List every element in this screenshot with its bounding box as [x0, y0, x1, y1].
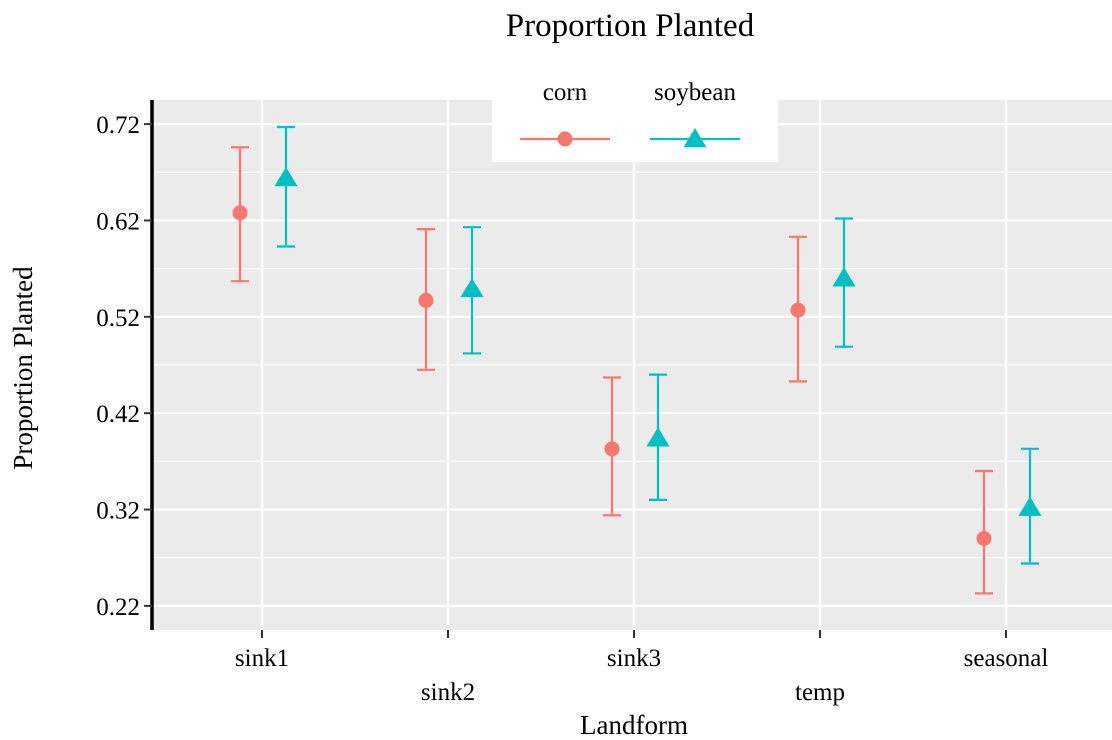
x-axis-title: Landform: [580, 710, 688, 740]
series-layer: [231, 125, 1042, 595]
point-corn: [604, 441, 620, 457]
legend-key-corn: [557, 131, 573, 147]
x-tick-label: sink1: [235, 645, 289, 672]
y-tick-label: 0.22: [96, 594, 140, 621]
legend-key-soybean: [683, 128, 707, 148]
x-tick-label: seasonal: [964, 645, 1049, 672]
x-axis: sink1 sink2 sink3 temp seasonal: [235, 630, 1048, 706]
point-corn: [232, 205, 248, 221]
point-corn: [418, 292, 434, 308]
point-soybean: [832, 267, 856, 287]
x-tick-label: sink3: [607, 645, 661, 672]
y-tick-label: 0.62: [96, 208, 140, 235]
legend-label-corn: corn: [543, 79, 588, 106]
legend-label-soybean: soybean: [654, 79, 736, 106]
point-corn: [976, 530, 992, 546]
y-tick-label: 0.52: [96, 305, 140, 332]
legend: corn soybean: [492, 70, 778, 162]
y-tick-label: 0.72: [96, 112, 140, 139]
chart-title: Proportion Planted: [506, 8, 755, 44]
legend-background: [492, 70, 778, 162]
y-axis: 0.22 0.32 0.42 0.52 0.62 0.72: [96, 112, 152, 621]
point-corn: [790, 302, 806, 318]
y-tick-label: 0.42: [96, 401, 140, 428]
point-soybean: [274, 167, 298, 187]
y-tick-label: 0.32: [96, 498, 140, 525]
point-soybean: [646, 427, 670, 447]
y-axis-title: Proportion Planted: [8, 266, 38, 470]
x-tick-label: temp: [795, 679, 845, 706]
point-soybean: [460, 277, 484, 298]
point-soybean: [1018, 496, 1042, 516]
x-tick-label: sink2: [421, 679, 475, 706]
